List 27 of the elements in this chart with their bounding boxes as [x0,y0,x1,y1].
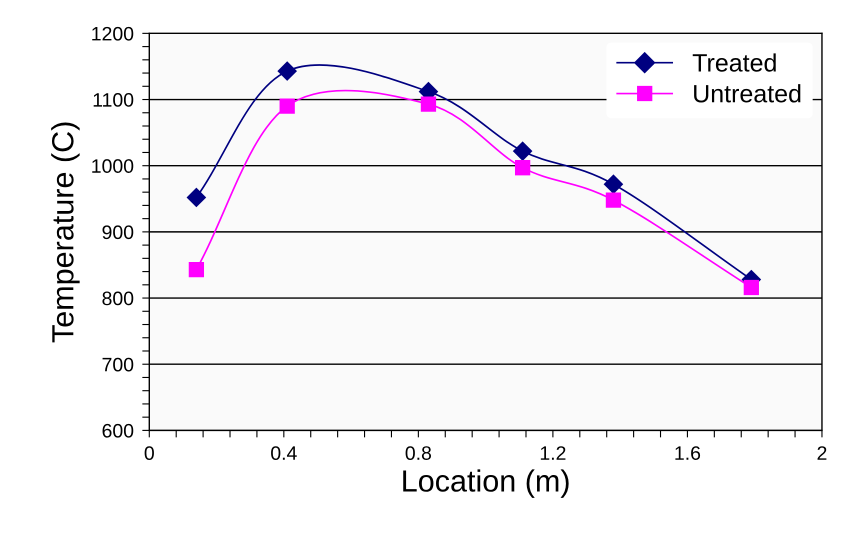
point [188,262,204,278]
legend-label: Untreated [694,84,800,103]
point [606,192,622,208]
x-tick-label: 1.2 [540,446,566,460]
y-tick-label: 1100 [94,93,134,107]
point [514,160,530,176]
x-axis-title: Location (m) [403,469,569,498]
y-tick-label: 1200 [92,26,134,41]
point [420,96,436,112]
y-tick-label: 600 [102,424,134,438]
y-axis-title: Temperature (C) [51,122,80,342]
point [604,174,623,194]
point [280,98,295,114]
y-tick-label: 900 [102,225,134,240]
x-tick-label: 0.8 [406,446,432,460]
legend-label: Treated [692,53,776,72]
x-tick-label: 0.4 [271,446,297,460]
x-tick-label: 2 [818,446,826,460]
point [278,62,297,81]
y-tick-label: 700 [102,358,134,372]
point [513,142,532,161]
x-tick-label: 0 [144,446,154,460]
y-tick-label: 1000 [92,159,134,173]
y-tick-label: 800 [102,292,134,306]
x-tick-label: 1.6 [675,446,700,460]
point [186,188,206,207]
point [744,280,759,296]
